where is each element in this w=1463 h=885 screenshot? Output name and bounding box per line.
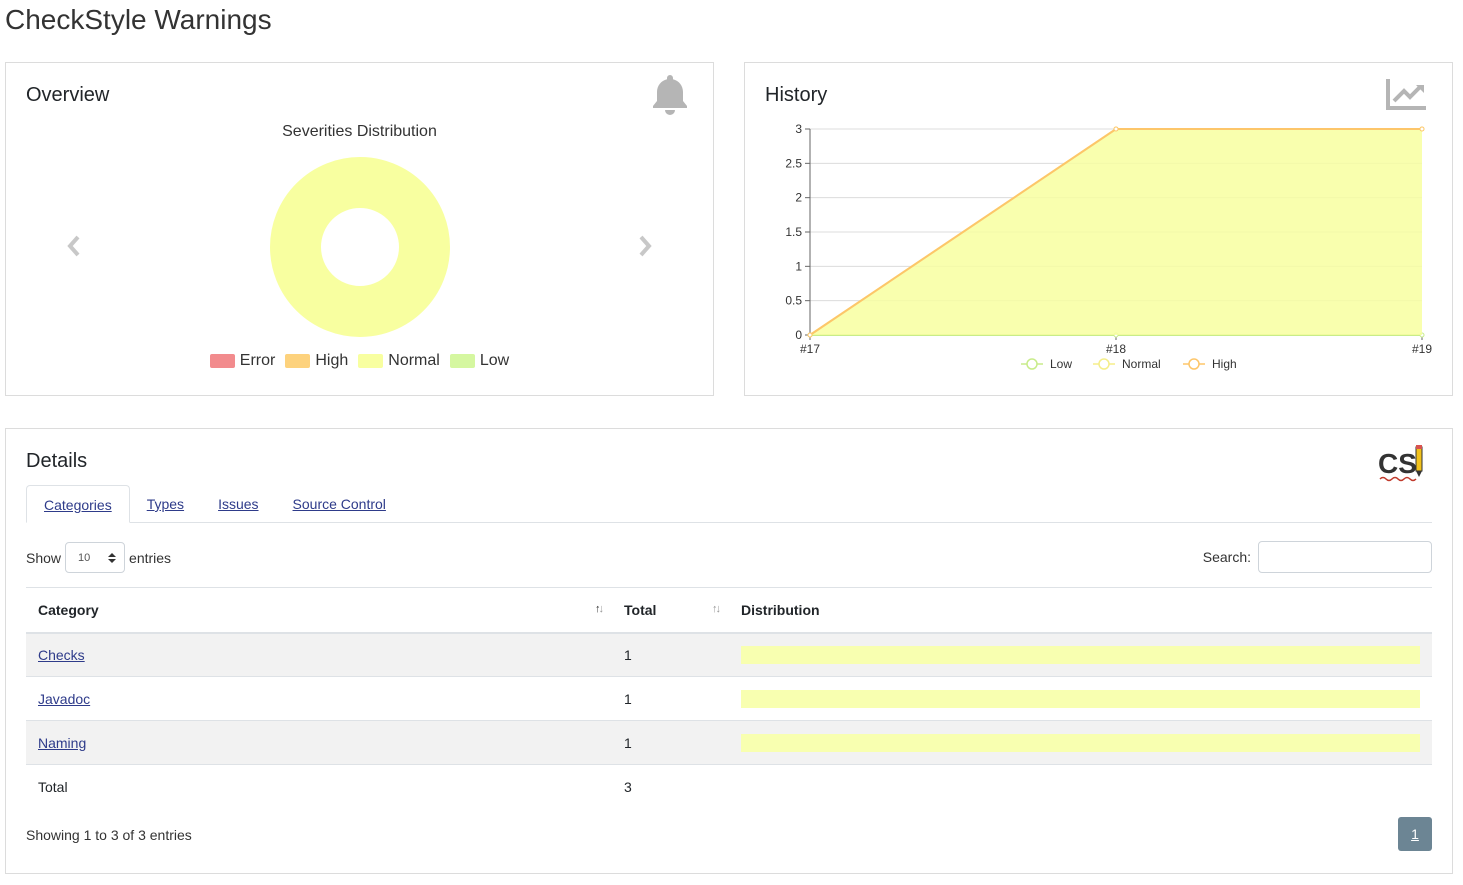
select-arrows-icon <box>108 552 117 563</box>
legend-item[interactable]: Error <box>209 352 276 370</box>
tab-source-control[interactable]: Source Control <box>292 496 386 512</box>
showing-entries-text: Showing 1 to 3 of 3 entries <box>26 827 192 843</box>
column-header-total[interactable]: Total ↑↓ <box>612 587 729 634</box>
legend-label: Normal <box>388 352 440 369</box>
table-row: Naming 1 <box>26 720 1432 765</box>
row-total: 1 <box>612 676 729 721</box>
column-header-category-label: Category <box>38 601 99 618</box>
data-point-high[interactable] <box>1419 126 1425 132</box>
legend-marker-high[interactable] <box>1188 358 1200 370</box>
search-label: Search: <box>1202 549 1251 565</box>
footer-total-value: 3 <box>612 764 729 809</box>
overview-card: Overview Severities Distribution Error Hi… <box>5 62 714 396</box>
details-card: Details CS Categories Types Issues Sourc… <box>5 428 1453 874</box>
legend-marker-normal[interactable] <box>1098 358 1110 370</box>
footer-total-label: Total <box>26 764 612 809</box>
legend-item[interactable]: High <box>285 352 348 370</box>
distribution-bar <box>741 733 1420 752</box>
legend-item[interactable]: Normal <box>358 352 440 370</box>
details-title: Details <box>26 450 88 472</box>
y-tick-label: 2.5 <box>785 156 802 170</box>
tab-issues[interactable]: Issues <box>218 496 259 512</box>
entries-select-value: 10 <box>78 551 91 564</box>
legend-label: Low <box>1050 357 1072 371</box>
page-title: CheckStyle Warnings <box>5 4 272 35</box>
legend-swatch <box>285 354 311 368</box>
x-tick-label: #17 <box>800 342 820 356</box>
show-entries: Show 10 entries <box>26 542 171 573</box>
column-header-distribution-label: Distribution <box>741 601 820 618</box>
overview-title: Overview <box>26 84 110 106</box>
x-tick-label: #18 <box>1106 342 1126 356</box>
data-point-high[interactable] <box>807 332 813 338</box>
tab-categories[interactable]: Categories <box>26 485 130 523</box>
donut-legend: Error High Normal Low <box>6 352 713 370</box>
legend-swatch <box>449 354 475 368</box>
table-row: Javadoc 1 <box>26 676 1432 721</box>
pagination-page-button[interactable]: 1 <box>1398 817 1432 851</box>
column-header-category[interactable]: Category ↑↓ <box>26 587 612 634</box>
row-total: 1 <box>612 632 729 677</box>
table-row: Checks 1 <box>26 632 1432 677</box>
details-tabs: Categories Types Issues Source Control <box>26 485 1432 523</box>
column-header-distribution: Distribution <box>729 587 1432 634</box>
category-link[interactable]: Javadoc <box>38 690 91 707</box>
history-area-chart: 0 0.5 1 1.5 2 2.5 3 #17 #18 #19 Low Normal High <box>785 122 1432 371</box>
checkstyle-logo-icon: CS <box>1378 443 1428 488</box>
categories-table: Category ↑↓ Total ↑↓ Distribution Checks… <box>26 587 1432 809</box>
area-normal <box>810 129 1422 335</box>
history-title: History <box>765 84 828 106</box>
entries-label: entries <box>129 549 172 566</box>
y-tick-label: 0.5 <box>785 294 802 308</box>
category-link[interactable]: Naming <box>38 734 87 751</box>
tab-types[interactable]: Types <box>146 496 185 512</box>
show-label: Show <box>26 549 62 566</box>
search-wrap: Search: <box>1203 541 1432 573</box>
svg-text:CS: CS <box>1378 448 1417 479</box>
entries-select[interactable]: 10 <box>65 542 126 573</box>
legend-marker-low[interactable] <box>1026 358 1038 370</box>
table-footer-row: Total 3 <box>26 764 1432 809</box>
row-total: 1 <box>612 720 729 765</box>
area-chart-icon <box>1386 77 1428 116</box>
legend-label: Normal <box>1122 357 1161 371</box>
legend-swatch <box>209 354 235 368</box>
legend-item[interactable]: Low <box>449 352 510 370</box>
sort-icon: ↑↓ <box>712 603 721 615</box>
y-tick-label: 3 <box>795 122 802 136</box>
severities-donut-chart <box>270 157 450 337</box>
history-card: History 0 0.5 1 1.5 2 2.5 3 #17 #18 #19 Low Normal H… <box>744 62 1453 396</box>
carousel-prev-icon[interactable] <box>66 235 82 262</box>
distribution-bar <box>741 689 1420 708</box>
x-tick-label: #19 <box>1412 342 1432 356</box>
donut-slice-normal[interactable] <box>270 157 450 337</box>
bell-icon <box>651 73 689 120</box>
y-tick-label: 0 <box>795 328 802 342</box>
sort-asc-icon: ↑↓ <box>595 603 604 615</box>
legend-label: Low <box>479 352 510 369</box>
category-link[interactable]: Checks <box>38 646 85 663</box>
legend-label: High <box>315 352 349 369</box>
y-tick-label: 1 <box>795 259 802 273</box>
legend-swatch <box>358 354 384 368</box>
search-input[interactable] <box>1258 541 1432 573</box>
data-point-high[interactable] <box>1113 126 1119 132</box>
y-tick-label: 2 <box>795 191 802 205</box>
carousel-next-icon[interactable] <box>637 235 653 262</box>
donut-chart-title: Severities Distribution <box>282 123 437 140</box>
legend-label: High <box>1212 357 1237 371</box>
column-header-total-label: Total <box>624 601 657 618</box>
distribution-bar <box>741 645 1420 664</box>
y-tick-label: 1.5 <box>785 225 802 239</box>
legend-label: Error <box>239 352 276 369</box>
